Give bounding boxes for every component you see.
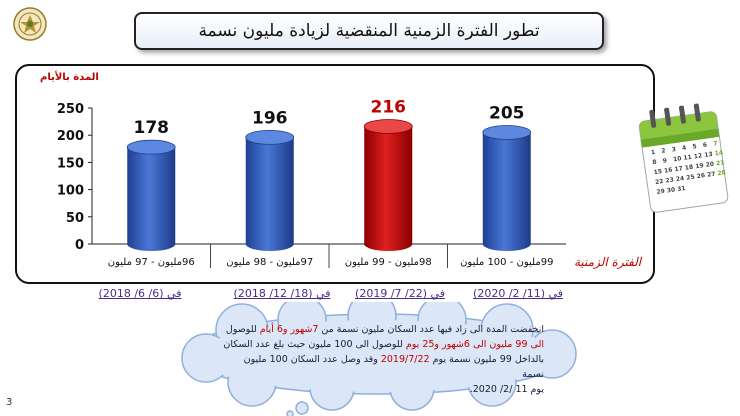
calendar-day-number: 6 [702, 142, 707, 150]
cloud-text-segment: بالداخل 99 مليون نسمة يوم [429, 354, 544, 365]
bar-top [245, 129, 295, 145]
bar [126, 139, 176, 251]
calendar-day-number: 12 [693, 152, 702, 160]
data-label: 196 [252, 108, 288, 128]
category-label: 96مليون - 97 مليون [108, 257, 195, 268]
calendar-day-number: 5 [692, 143, 697, 151]
category-label: 98مليون - 99 مليون [345, 257, 432, 268]
bar-top [482, 125, 532, 140]
y-tick-label: 100 [57, 184, 84, 199]
page-title: تطور الفترة الزمنية المنقضية لزيادة مليو… [134, 12, 604, 50]
y-tick-label: 250 [57, 102, 84, 117]
cloud-callout [181, 302, 577, 416]
calendar-day-number: 13 [704, 151, 713, 159]
bar-body [127, 147, 176, 251]
y-tick-label: 0 [75, 238, 84, 253]
bar-body [245, 137, 294, 251]
cloud-highlight: الى 99 مليون الى 6شهور و25 يوم [405, 339, 544, 350]
calendar-day-number: 3 [671, 146, 676, 154]
calendar-day-number: 20 [705, 161, 714, 169]
calendar-day-number: 30 [666, 186, 675, 194]
cloud-text-segment: وقد وصل عدد السكان 100 مليون نسمة [243, 354, 544, 380]
bar [245, 129, 295, 251]
calendar-day-number: 14 [714, 149, 723, 157]
calendar-day-number: 24 [675, 175, 684, 183]
bar [482, 125, 532, 251]
cloud-highlight: 2019/7/22 [380, 354, 430, 365]
cloud-highlight: 7شهور و6 أيام [259, 324, 319, 335]
cloud-highlight: يوم 11 /2/ 2020. [469, 384, 544, 395]
calendar-day-number: 21 [716, 159, 725, 167]
y-axis-label: المدة بالأيام [40, 72, 99, 83]
category-label: 97مليون - 98 مليون [226, 257, 313, 268]
calendar-day-number: 17 [674, 165, 683, 173]
dates-row: في (6/ 6/ 2018) في (18/ 12/ 2018) في (22… [0, 287, 740, 305]
cloud-line: انخفضت المدة الى زاد فيها عدد السكان ملي… [222, 322, 544, 337]
calendar-day-number: 4 [682, 144, 687, 152]
y-tick-label: 50 [66, 211, 84, 226]
cloud-text-segment: للوصول [225, 324, 260, 335]
data-label: 178 [134, 118, 170, 138]
bar [363, 119, 413, 251]
page-number: 3 [6, 397, 13, 408]
data-label: 216 [371, 97, 407, 117]
calendar-day-number: 2 [661, 147, 666, 155]
cloud-line: الى 99 مليون الى 6شهور و25 يوم للوصول ال… [222, 337, 544, 352]
cloud-line: يوم 11 /2/ 2020. [222, 382, 544, 397]
data-label: 205 [489, 103, 525, 123]
bar-top [126, 139, 176, 155]
calendar-day-number: 26 [696, 172, 705, 180]
category-label: 99مليون - 100 مليون [460, 257, 553, 268]
bar-body [482, 132, 531, 251]
bar-body [364, 126, 413, 251]
calendar-day-number: 11 [683, 154, 692, 162]
bar-top [363, 119, 413, 134]
calendar-day-number: 31 [677, 185, 686, 193]
calendar-day-number: 22 [655, 178, 664, 186]
y-tick-label: 150 [57, 156, 84, 171]
cloud-text-segment: انخفضت المدة الى زاد فيها عدد السكان ملي… [318, 324, 544, 335]
calendar-day-number: 9 [662, 157, 667, 165]
y-tick-label: 200 [57, 129, 84, 144]
calendar-day-number: 29 [656, 188, 665, 196]
cloud-text: انخفضت المدة الى زاد فيها عدد السكان ملي… [222, 322, 544, 397]
calendar-day-number: 18 [684, 164, 693, 172]
calendar-day-number: 23 [665, 177, 674, 185]
date-label: في (22/ 7/ 2019) [355, 287, 445, 300]
military-emblem-icon [13, 7, 47, 41]
cloud-line: بالداخل 99 مليون نسمة يوم 2019/7/22 وقد … [222, 352, 544, 382]
calendar-day-number: 7 [713, 140, 718, 148]
calendar-day-number: 25 [686, 174, 695, 182]
date-label: في (11/ 2/ 2020) [473, 287, 563, 300]
calendar-day-number: 10 [673, 155, 682, 163]
x-axis-title: الفترة الزمنية [574, 255, 642, 269]
calendar-day-number: 1 [650, 149, 655, 157]
chart-frame [15, 64, 655, 284]
bar-chart: 0 50 100 150 200 250 178 96مليون - 97 مليون 196… [57, 97, 566, 268]
calendar-day-number: 15 [653, 168, 662, 176]
calendar-day-number: 16 [664, 167, 673, 175]
date-label: في (6/ 6/ 2018) [98, 287, 182, 300]
cloud-text-segment: للوصول الى 100 مليون حيث بلغ عدد السكان [223, 339, 406, 350]
calendar-day-number: 19 [695, 162, 704, 170]
calendar-day-number: 27 [707, 171, 716, 179]
calendar-day-number: 28 [717, 169, 726, 177]
date-label: في (18/ 12/ 2018) [233, 287, 331, 300]
calendar-day-number: 8 [652, 159, 657, 167]
